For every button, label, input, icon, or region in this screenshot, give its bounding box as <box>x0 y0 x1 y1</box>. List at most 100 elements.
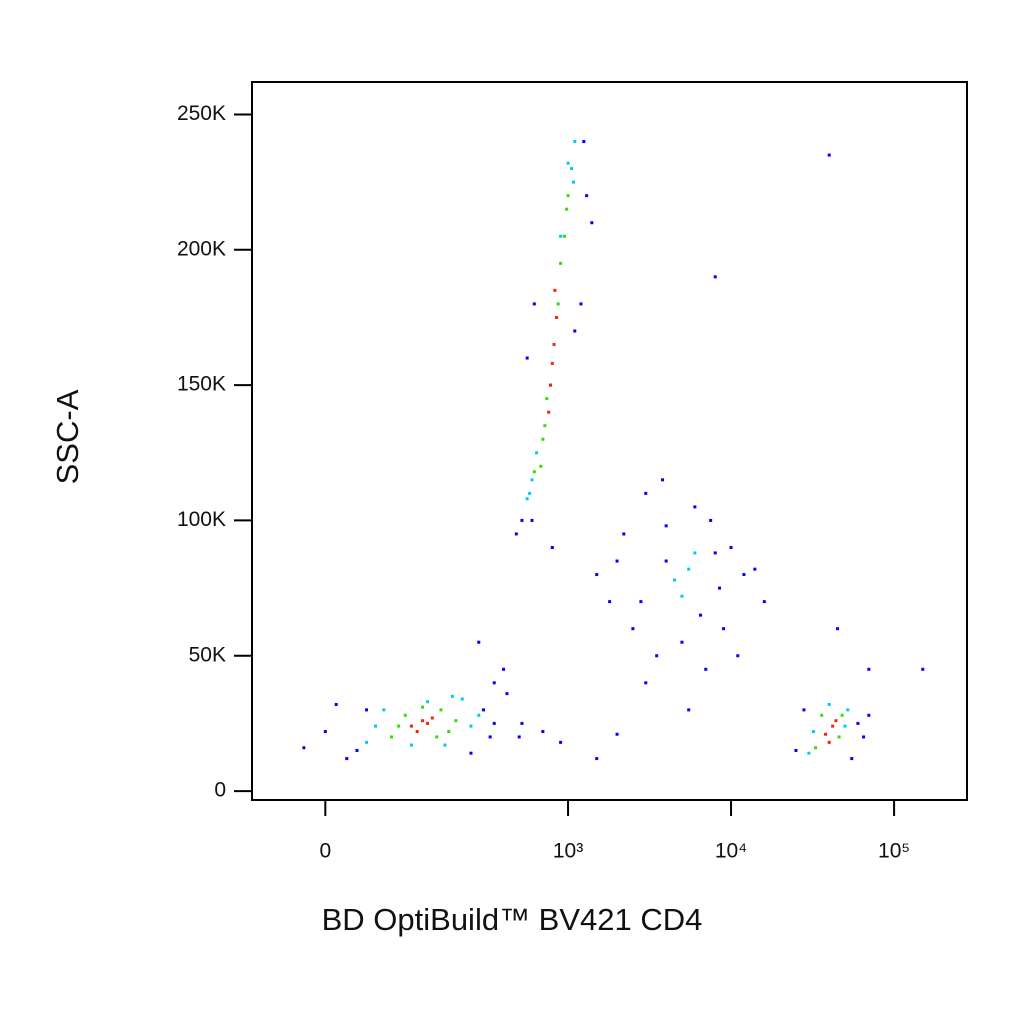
point <box>566 194 570 198</box>
y-tick-label: 250K <box>177 102 226 125</box>
point <box>545 397 549 401</box>
point <box>502 667 506 671</box>
point <box>569 167 573 171</box>
point <box>921 667 925 671</box>
point <box>415 730 419 734</box>
point <box>559 261 563 265</box>
x-tick-label: 0 <box>319 840 331 863</box>
point <box>323 730 327 734</box>
point <box>867 713 871 717</box>
point <box>655 654 659 658</box>
point <box>713 275 717 279</box>
point <box>585 194 589 198</box>
point <box>403 713 407 717</box>
point <box>435 735 439 739</box>
point <box>595 573 599 577</box>
x-tick-label: 10³ <box>553 840 583 863</box>
point <box>469 751 473 755</box>
point <box>550 361 554 365</box>
point <box>541 730 545 734</box>
point <box>846 708 850 712</box>
point <box>622 532 626 536</box>
point <box>680 594 684 598</box>
point <box>693 505 697 509</box>
point <box>615 732 619 736</box>
point <box>573 329 577 333</box>
point <box>421 705 425 709</box>
point <box>355 748 359 752</box>
point <box>530 518 534 522</box>
point <box>532 470 536 474</box>
point <box>450 694 454 698</box>
point <box>447 730 451 734</box>
point <box>532 302 536 306</box>
point <box>802 708 806 712</box>
point <box>699 613 703 617</box>
point <box>664 524 668 528</box>
point <box>430 716 434 720</box>
point <box>530 478 534 482</box>
point <box>469 724 473 728</box>
point <box>525 497 529 501</box>
point <box>713 551 717 555</box>
point <box>573 140 577 144</box>
point <box>742 573 746 577</box>
point <box>409 724 413 728</box>
point <box>590 221 594 225</box>
point <box>552 343 556 347</box>
y-tick-label: 0 <box>214 779 226 802</box>
point <box>334 702 338 706</box>
point <box>421 719 425 723</box>
point <box>850 757 854 761</box>
point <box>373 724 377 728</box>
point <box>807 751 811 755</box>
point <box>837 735 841 739</box>
point <box>579 302 583 306</box>
y-tick-label: 50K <box>189 643 226 666</box>
point <box>843 724 847 728</box>
x-tick-label: 10⁵ <box>878 840 910 863</box>
point <box>482 708 486 712</box>
point <box>520 721 524 725</box>
point <box>762 600 766 604</box>
point <box>555 315 559 319</box>
point <box>687 567 691 571</box>
point <box>514 532 518 536</box>
point <box>827 702 831 706</box>
point <box>539 464 543 468</box>
point <box>365 708 369 712</box>
point <box>556 302 560 306</box>
point <box>426 700 430 704</box>
point <box>543 424 547 428</box>
point <box>460 697 464 701</box>
point <box>834 719 838 723</box>
point <box>582 140 586 144</box>
point <box>477 640 481 644</box>
x-axis-title: BD OptiBuild™ BV421 CD4 <box>322 902 703 937</box>
point <box>794 748 798 752</box>
point <box>550 545 554 549</box>
point <box>477 713 481 717</box>
point <box>856 721 860 725</box>
point <box>753 567 757 571</box>
plot-frame <box>251 81 968 801</box>
point <box>443 743 447 747</box>
point <box>644 491 648 495</box>
point <box>382 708 386 712</box>
point <box>644 681 648 685</box>
point <box>426 721 430 725</box>
x-tick-label: 10⁴ <box>715 840 747 863</box>
point <box>831 724 835 728</box>
point <box>571 180 575 184</box>
point <box>566 161 570 165</box>
point <box>517 735 521 739</box>
y-axis-title: SSC-A <box>50 389 85 484</box>
point <box>680 640 684 644</box>
point <box>454 719 458 723</box>
point <box>541 437 545 441</box>
point <box>547 410 551 414</box>
point <box>562 234 566 238</box>
point <box>608 600 612 604</box>
point <box>397 724 401 728</box>
point <box>718 586 722 590</box>
